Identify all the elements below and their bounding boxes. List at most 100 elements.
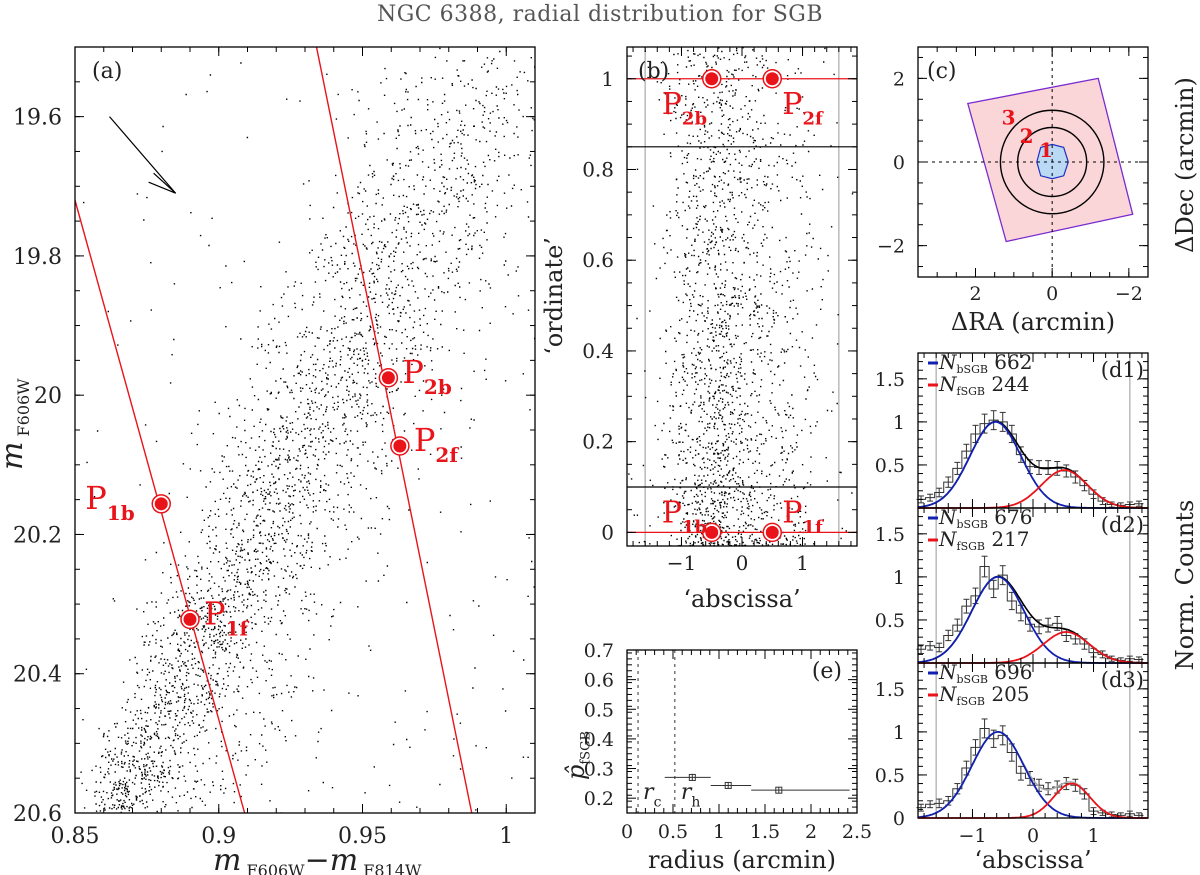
label-P1f: P1f: [204, 594, 249, 640]
x-axis-label: m F606W−m F814W: [213, 843, 422, 875]
fsgb-fraction-point: [688, 773, 696, 781]
y-tick-label: 0.8: [582, 157, 614, 181]
panel-label-a: (a): [92, 59, 122, 84]
point-P2b: [705, 72, 719, 86]
y-tick-label: 1.5: [875, 369, 905, 391]
label-P2f: P2f: [782, 87, 824, 130]
total-fit-curve: [917, 731, 1148, 819]
y-tick-label: 0.2: [582, 430, 614, 454]
point-P1f: [183, 612, 197, 626]
y-tick-label: 20.6: [13, 802, 62, 827]
x-tick-label: −1: [667, 551, 696, 575]
label-P1b: P1b: [85, 479, 134, 525]
x-axis-label: radius (arcmin): [648, 846, 836, 874]
panel-e: 0 0.5 1 1.5 2 2.5 0.2 0.3 0.4 0.5 0.6 0.7 (e) rc rh rad…: [562, 640, 872, 874]
label-P1b: P1b: [662, 495, 707, 538]
reddening-arrow: [109, 116, 177, 194]
y-tick-label: 1: [893, 722, 905, 744]
x-axis-label: ‘abscissa’: [683, 585, 800, 613]
verticalized-stars: [627, 47, 857, 546]
y-tick-label: 0: [893, 808, 905, 830]
x-tick-label: −2: [1115, 283, 1143, 305]
x-tick-label: 2: [969, 283, 981, 305]
panel-label-d1: (d1): [1101, 358, 1144, 382]
legend-entry-bSGB: NbSGB 676: [938, 505, 1032, 531]
panel-label-e: (e): [812, 659, 842, 684]
y-tick-label: 0: [601, 520, 614, 544]
x-tick-label: 2.5: [842, 821, 872, 843]
panel-c-frame: [917, 46, 1149, 278]
y-tick-label: 1: [893, 567, 905, 589]
y-tick-label: 20.2: [13, 523, 62, 548]
x-tick-label: 0: [1027, 825, 1039, 847]
x-tick-label: 0.85: [51, 824, 100, 849]
legend-entry-fSGB: NfSGB 217: [938, 527, 1030, 553]
panel-d3-frame: [917, 662, 1149, 819]
point-P2f: [765, 72, 779, 86]
x-tick-label: 0: [1046, 283, 1058, 305]
y-tick-label: 0: [893, 152, 905, 174]
figure-title: NGC 6388, radial distribution for SGB: [376, 2, 824, 27]
panel-b-frame: [626, 46, 858, 547]
y-tick-label: 1.5: [875, 524, 905, 546]
bsgb-gaussian: [917, 731, 1148, 819]
fsgb-fraction-point: [775, 786, 783, 794]
label-P1f: P1f: [782, 495, 824, 538]
x-tick-label: 1.5: [750, 821, 780, 843]
point-P1b: [705, 525, 719, 539]
label-P2b: P2b: [662, 87, 707, 130]
x-tick-label: 1: [499, 824, 513, 849]
legend-entry-fSGB: NfSGB 244: [938, 372, 1030, 398]
y-tick-label: 19.8: [13, 245, 62, 270]
x-tick-label: 0: [736, 551, 749, 575]
x-axis-label: ΔRA (arcmin): [951, 308, 1115, 336]
total-fit-curve: [917, 575, 1148, 664]
half-light-radius-label: rh: [681, 780, 701, 811]
panel-label-d2: (d2): [1101, 513, 1144, 537]
y-tick-label: 20: [34, 384, 62, 409]
panel-label-d3: (d3): [1101, 668, 1144, 692]
boundary-line-2: [315, 47, 473, 813]
y-tick-label: −2: [877, 236, 905, 258]
y-tick-label: 0.6: [582, 248, 614, 272]
y-tick-label: 0.4: [582, 339, 614, 363]
panel-e-frame: [626, 649, 858, 814]
panel-label-c: (c): [927, 59, 957, 84]
x-tick-label: 2: [805, 821, 817, 843]
label-P2b: P2b: [402, 353, 451, 399]
panel-a-frame: [74, 46, 536, 814]
x-axis-label: ‘abscissa’: [974, 846, 1091, 874]
x-tick-label: 1: [1087, 825, 1099, 847]
y-tick-label: 19.6: [13, 106, 62, 131]
star-points: [80, 47, 535, 813]
y-tick-label: 0.5: [875, 455, 905, 477]
point-P1f: [765, 525, 779, 539]
x-tick-label: 0: [621, 821, 633, 843]
y-tick-label: 0.2: [584, 788, 614, 810]
region-label-2: 2: [1020, 124, 1034, 148]
legend-entry-bSGB: NbSGB 662: [938, 350, 1032, 376]
y-axis-label: ΔDec (arcmin): [1171, 77, 1199, 253]
y-tick-label: 1: [893, 412, 905, 434]
panel-label-b: (b): [638, 59, 669, 84]
x-tick-label: −1: [958, 825, 986, 847]
y-tick-label: 2: [893, 68, 905, 90]
y-axis-label: ‘ordinate’: [540, 237, 568, 355]
point-P1b: [154, 497, 168, 511]
legend-entry-bSGB: NbSGB 696: [938, 660, 1032, 686]
x-tick-label: 0.95: [338, 824, 387, 849]
point-P2f: [393, 439, 407, 453]
x-tick-label: 1: [796, 551, 809, 575]
x-tick-label: 0.5: [658, 821, 688, 843]
y-tick-label: 20.4: [13, 663, 62, 688]
y-tick-label: 0.5: [584, 699, 614, 721]
reddening-arrowhead: [148, 172, 177, 194]
total-fit-curve: [917, 420, 1148, 509]
y-tick-label: 0.5: [875, 765, 905, 787]
bsgb-gaussian: [917, 576, 1148, 664]
label-P2f: P2f: [414, 421, 459, 467]
y-axis-label: Norm. Counts: [1171, 500, 1199, 671]
